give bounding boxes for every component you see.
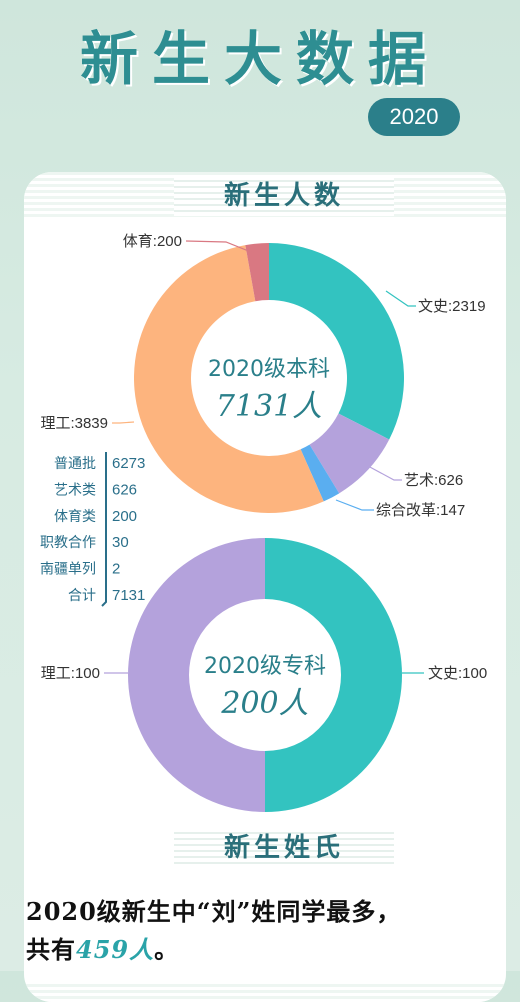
pie-slice-综合改革: [300, 444, 340, 502]
slice-label-艺术: 艺术:626: [404, 472, 463, 489]
breakdown-value: 30: [112, 534, 129, 551]
slice-label-综合改革: 综合改革:147: [376, 502, 465, 519]
pie-slice-理工: [134, 245, 324, 513]
breakdown-value: 2: [112, 561, 120, 578]
slice-label-体育: 体育:200: [123, 233, 182, 250]
slice-label-理工: 理工:100: [41, 665, 100, 682]
year-badge: 2020: [368, 98, 460, 136]
pie-slice-艺术: [309, 413, 390, 494]
label-leader-艺术: [367, 465, 402, 481]
breakdown-value: 7131: [112, 587, 145, 604]
surname-count: 459人: [76, 935, 155, 964]
donut-center-title: 2020级专科: [204, 654, 326, 679]
breakdown-label: 职教合作: [40, 535, 96, 551]
breakdown-value: 6273: [112, 455, 145, 472]
pie-slice-文史: [269, 243, 404, 440]
section-title-enrollment: 新生人数: [174, 176, 394, 216]
pie-slice-理工: [128, 538, 265, 812]
charts-canvas: 文史:2319 艺术:626 综合改革:147 理工:3839 体育:200 2020级本…: [40, 233, 487, 812]
surname-sentence: 2020级新生中“刘”姓同学最多，: [26, 897, 402, 926]
stats-card: 新生人数 新生姓氏: [24, 172, 506, 1002]
surname-suffix: 。: [154, 935, 180, 964]
breakdown-label: 普通批: [54, 456, 96, 472]
donut-undergrad: 文史:2319 艺术:626 综合改革:147 理工:3839 体育:200 2020级本…: [40, 233, 485, 519]
label-leader-综合改革: [335, 499, 374, 511]
slice-label-文史: 文史:100: [428, 665, 487, 682]
donut-center-total: 7131人: [216, 389, 322, 424]
breakdown-label: 体育类: [54, 509, 96, 525]
donut-center-total: 200人: [220, 686, 308, 721]
surname-prefix: 共有: [26, 935, 76, 964]
page-title: 新生大数据: [79, 25, 440, 93]
breakdown-value: 200: [112, 508, 137, 525]
label-leader-文史: [385, 290, 416, 307]
card-bottom-band: [24, 984, 506, 1002]
breakdown-label: 艺术类: [54, 482, 96, 498]
pie-slice-体育: [245, 243, 269, 302]
breakdown-label: 合计: [68, 588, 96, 604]
breakdown-list: 普通批 6273 艺术类 626 体育类 200 职教合作 30 南疆单列 2 合计 7131: [40, 452, 145, 607]
breakdown-value: 626: [112, 481, 137, 498]
breakdown-label: 南疆单列: [40, 562, 96, 578]
pie-slice-文史: [265, 538, 402, 812]
slice-label-理工: 理工:3839: [40, 415, 108, 432]
label-leader-体育: [185, 240, 257, 255]
label-leader-理工: [112, 421, 135, 424]
section-title-surnames: 新生姓氏: [174, 828, 394, 868]
donut-center-title: 2020级本科: [208, 357, 330, 382]
slice-label-文史: 文史:2319: [418, 298, 486, 315]
breakdown-bracket: [101, 452, 107, 607]
donut-junior: 文史:100 理工:100 2020级专科 200人: [41, 538, 487, 812]
surname-sentence-2: 共有459人。: [26, 930, 506, 965]
